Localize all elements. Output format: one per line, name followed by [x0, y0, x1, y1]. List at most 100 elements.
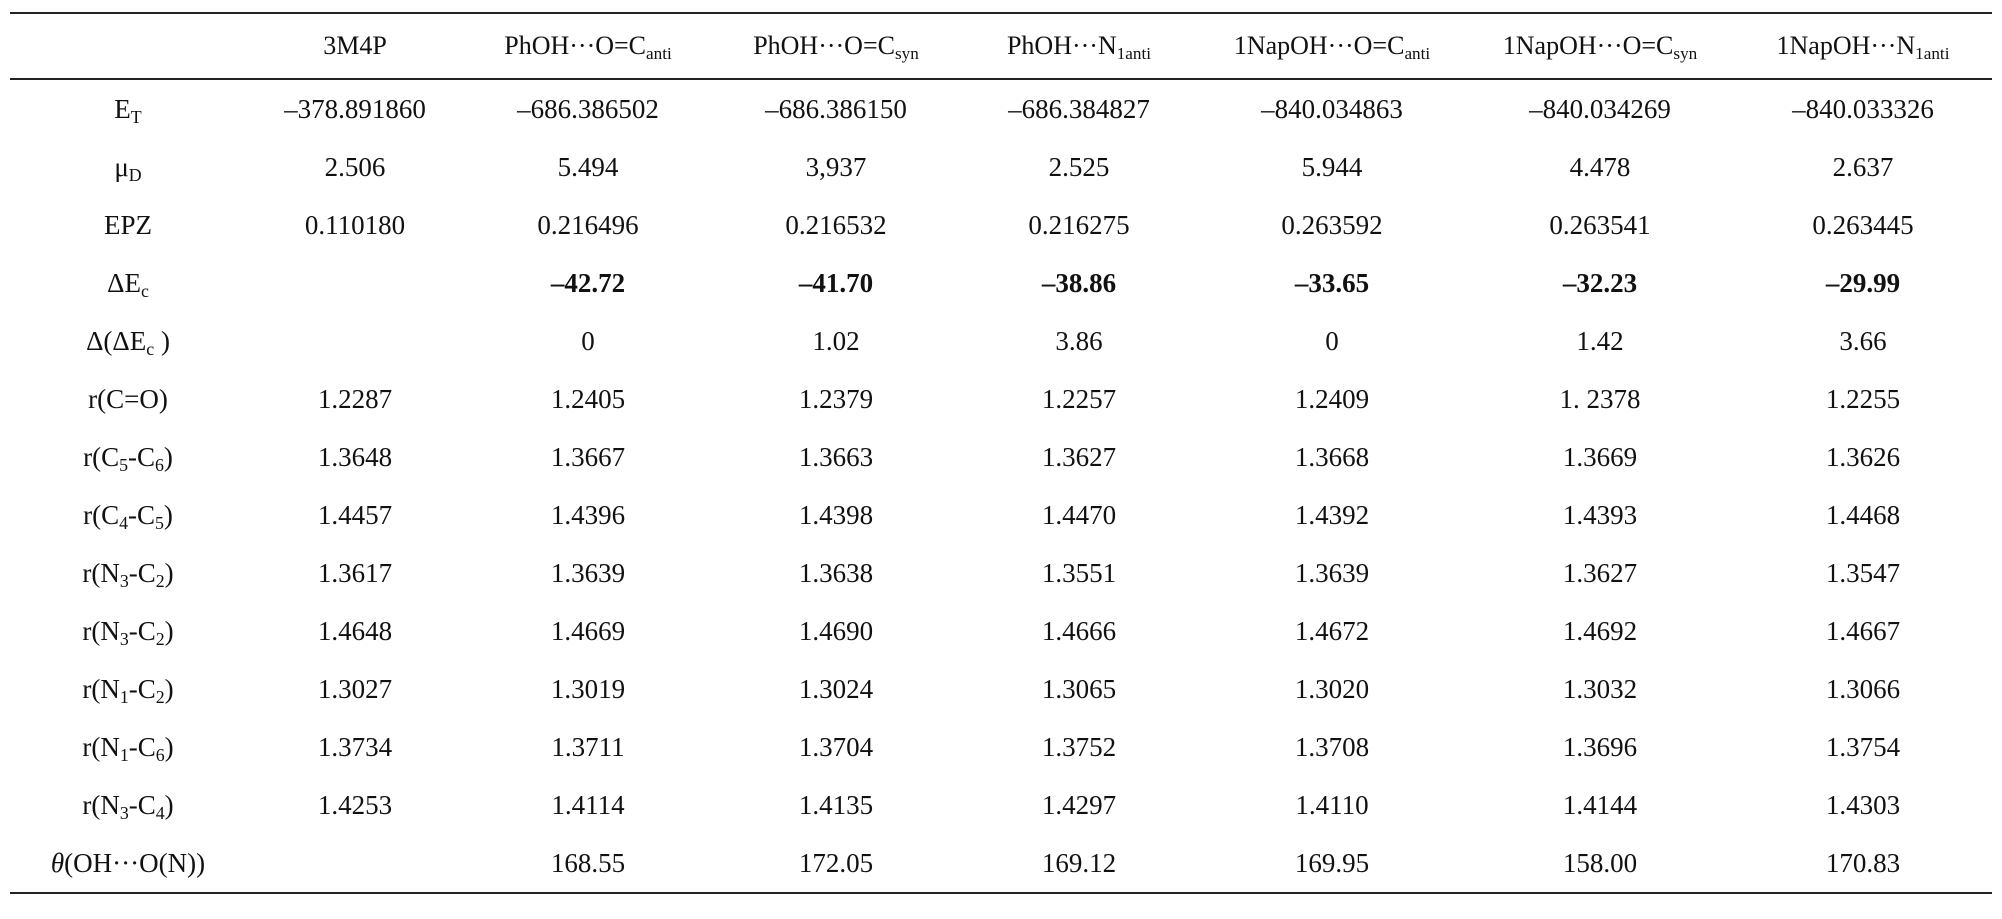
- table-row: r(N1-C2) 1.3027 1.3019 1.3024 1.3065 1.3020 1.…: [10, 660, 1992, 718]
- header-phoh-oc-syn: PhOH···O=Csyn: [712, 13, 960, 79]
- table-cell: 1.02: [812, 325, 860, 356]
- table-cell: [246, 834, 464, 893]
- table-body: ET –378.891860 –686.386502 –686.386150 –686.…: [10, 79, 1992, 893]
- table-cell: 1.3752: [1041, 731, 1117, 762]
- row-label-text: r(N: [82, 673, 120, 704]
- table-cell: 0.110180: [304, 209, 406, 240]
- row-label: θ(OH···O(N)): [10, 834, 246, 893]
- header-phoh-n-anti-sub: 1anti: [1116, 43, 1152, 63]
- table-cell: 1.2255: [1825, 383, 1901, 414]
- table-cell: 1.2409: [1294, 383, 1370, 414]
- table-cell: 0: [581, 325, 595, 356]
- header-row: 3M4P PhOH···O=Canti PhOH···O=Csyn PhOH··…: [10, 13, 1992, 79]
- table-cell: 1.4135: [798, 789, 874, 820]
- header-empty-cell: [10, 13, 246, 79]
- row-label-text: -C: [128, 557, 156, 588]
- table-cell: 1.3032: [1562, 673, 1638, 704]
- table-cell: –32.23: [1562, 267, 1638, 298]
- table-cell: 3,937: [805, 151, 867, 182]
- table-cell: 0.216532: [785, 209, 887, 240]
- row-label-subscript: 3: [119, 628, 129, 649]
- table-cell: 0.263445: [1812, 209, 1914, 240]
- row-label: r(C5-C6): [10, 428, 246, 486]
- table-cell: 1.3667: [550, 441, 626, 472]
- table-cell: 1.3668: [1294, 441, 1370, 472]
- table-cell: 168.55: [550, 847, 626, 878]
- header-phoh-oc-syn-sub: syn: [894, 43, 919, 63]
- row-label: r(C4-C5): [10, 486, 246, 544]
- row-label-subscript: D: [128, 164, 142, 185]
- row-label-text: -C: [128, 441, 155, 472]
- row-label-subscript: 2: [155, 628, 165, 649]
- table-cell: 1.3066: [1825, 673, 1901, 704]
- table-cell: 1.3019: [550, 673, 626, 704]
- row-label-subscript: 5: [119, 454, 128, 475]
- table-cell: –686.386150: [765, 93, 907, 124]
- table-cell: 4.478: [1569, 151, 1631, 182]
- table-cell: 1.3639: [550, 557, 626, 588]
- table-cell: 1.4398: [798, 499, 874, 530]
- header-3m4p: 3M4P: [246, 13, 464, 79]
- table-row: ET –378.891860 –686.386502 –686.386150 –686.…: [10, 79, 1992, 138]
- table-cell: 1.3547: [1825, 557, 1901, 588]
- table-cell: 1.3704: [798, 731, 874, 762]
- row-label: r(N1-C6): [10, 718, 246, 776]
- row-label-text: ): [163, 441, 173, 472]
- row-label-subscript: 2: [155, 686, 165, 707]
- table-cell: 169.95: [1294, 847, 1370, 878]
- row-label: Δ(ΔEc ): [10, 312, 246, 370]
- table-cell: 1.3638: [798, 557, 874, 588]
- row-label-text: -C: [128, 499, 155, 530]
- row-label-subscript: 4: [155, 802, 165, 823]
- table-cell: –42.72: [550, 267, 626, 298]
- table-cell: 1.3669: [1562, 441, 1638, 472]
- header-phoh-oc-syn-main: PhOH···O=C: [753, 31, 895, 60]
- table-cell: 1.3617: [317, 557, 393, 588]
- row-label-subscript: T: [130, 106, 142, 127]
- row-label-text: r(C: [83, 441, 120, 472]
- table-cell: 2.525: [1048, 151, 1110, 182]
- table-cell: 3.66: [1839, 325, 1887, 356]
- table-cell: 1.4666: [1041, 615, 1117, 646]
- table-cell: 1.3708: [1294, 731, 1370, 762]
- table-cell: 1.4470: [1041, 499, 1117, 530]
- table-cell: 1.4303: [1825, 789, 1901, 820]
- table-cell: 1.4297: [1041, 789, 1117, 820]
- table-cell: –840.033326: [1792, 93, 1934, 124]
- row-label-text: r(C: [83, 499, 120, 530]
- header-phoh-oc-anti: PhOH···O=Canti: [464, 13, 712, 79]
- row-label-text: ): [164, 731, 174, 762]
- row-label: r(N3-C2): [10, 602, 246, 660]
- table-cell: 1.4648: [317, 615, 393, 646]
- table-cell: [246, 254, 464, 312]
- row-label-text: μ: [114, 151, 129, 182]
- table-cell: –38.86: [1041, 267, 1117, 298]
- table-cell: 5.944: [1301, 151, 1363, 182]
- row-label-subscript: 3: [119, 802, 129, 823]
- row-label-text: r(N: [82, 557, 120, 588]
- table-cell: 1.2287: [317, 383, 393, 414]
- table-row: r(N3-C2) 1.4648 1.4669 1.4690 1.4666 1.4672 1.…: [10, 602, 1992, 660]
- header-napoh-oc-syn: 1NapOH···O=Csyn: [1466, 13, 1734, 79]
- row-label: ΔEc: [10, 254, 246, 312]
- row-label-text: -C: [128, 615, 156, 646]
- row-label-text: ΔE: [107, 267, 141, 298]
- table-cell: 1.4114: [551, 789, 625, 820]
- table-cell: 2.506: [324, 151, 386, 182]
- header-phoh-n-anti: PhOH···N1anti: [960, 13, 1198, 79]
- table-row: r(C5-C6) 1.3648 1.3667 1.3663 1.3627 1.3668 1.…: [10, 428, 1992, 486]
- table-cell: 1. 2378: [1559, 383, 1641, 414]
- table-cell: 1.3734: [317, 731, 393, 762]
- row-label: ET: [10, 79, 246, 138]
- table-cell: –840.034269: [1529, 93, 1671, 124]
- table-cell: –29.99: [1825, 267, 1901, 298]
- table-cell: 1.3024: [798, 673, 874, 704]
- row-label-text: -C: [128, 789, 156, 820]
- table-cell: 1.3627: [1562, 557, 1638, 588]
- header-napoh-oc-anti: 1NapOH···O=Canti: [1198, 13, 1466, 79]
- table-cell: 1.3627: [1041, 441, 1117, 472]
- table-cell: 5.494: [557, 151, 619, 182]
- header-napoh-oc-syn-sub: syn: [1673, 43, 1698, 63]
- header-napoh-oc-anti-sub: anti: [1404, 43, 1431, 63]
